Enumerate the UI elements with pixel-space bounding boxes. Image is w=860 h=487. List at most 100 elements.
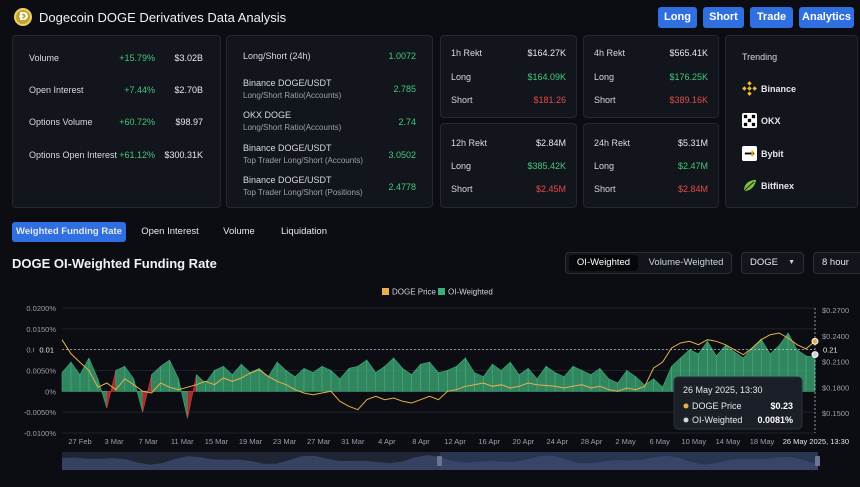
chevron-down-icon: ▼ xyxy=(788,259,795,266)
funding-rate-chart[interactable]: DOGE Price OI-Weighted 0.0200% 0.0150% 0.01 0… xyxy=(0,280,860,487)
rekt-card-1h: 1h Rekt $164.27K Long $164.09K Short $18… xyxy=(440,35,577,118)
market-value: $3.02B xyxy=(174,53,203,63)
funding-rate-area xyxy=(330,369,341,392)
navigator-right-handle xyxy=(815,456,820,466)
market-value: $98.97 xyxy=(175,117,203,127)
funding-rate-area xyxy=(644,378,654,392)
funding-rate-area xyxy=(88,357,99,392)
tooltip-label: DOGE Price xyxy=(692,401,742,411)
y-left-tick-label: 0% xyxy=(45,387,56,396)
tooltip-label: OI-Weighted xyxy=(692,415,742,425)
trending-card: Trending Binance OKX xyxy=(725,35,858,208)
funding-rate-area xyxy=(500,361,511,392)
x-tick-label: 2 May xyxy=(615,437,636,446)
rekt-title: 24h Rekt xyxy=(594,138,631,148)
ratio-value: 2.4778 xyxy=(388,182,416,192)
tab-liquidation[interactable]: Liquidation xyxy=(281,226,327,237)
rekt-short-value: $2.45M xyxy=(535,184,566,194)
market-change: +7.44% xyxy=(124,85,155,95)
crosshair-x-label: 26 May 2025, 13:30 xyxy=(783,437,849,446)
y-right-tick-label: $0.1800 xyxy=(822,383,849,392)
segment-oi-weighted[interactable]: OI-Weighted xyxy=(569,255,638,271)
rekt-short-label: Short xyxy=(594,184,616,194)
dogecoin-logo-icon: Ð xyxy=(14,8,32,26)
long-short-card: Long/Short (24h) 1.0072 Binance DOGE/USD… xyxy=(226,35,433,208)
crosshair-right-badge xyxy=(819,343,849,355)
x-tick-label: 24 Apr xyxy=(547,437,569,446)
rekt-long-label: Long xyxy=(594,72,615,82)
rekt-title: 12h Rekt xyxy=(451,138,488,148)
price-marker xyxy=(811,337,819,345)
x-tick-label: 7 Mar xyxy=(139,437,159,446)
rekt-long-value: $385.42K xyxy=(527,161,566,171)
rekt-long-label: Long xyxy=(594,161,615,171)
x-tick-label: 12 Apr xyxy=(444,437,466,446)
legend-swatch-price xyxy=(382,288,389,295)
oi-marker xyxy=(811,351,819,359)
x-tick-label: 3 Mar xyxy=(105,437,125,446)
market-change: +15.79% xyxy=(119,53,155,63)
symbol-select[interactable]: DOGE ▼ xyxy=(741,252,804,274)
rekt-long-value: $2.47M xyxy=(677,161,708,171)
tab-volume[interactable]: Volume xyxy=(223,226,255,237)
funding-rate-area xyxy=(474,372,484,392)
market-label: Options Open Interest xyxy=(29,150,118,160)
tab-weighted-funding-rate[interactable]: Weighted Funding Rate xyxy=(12,222,126,242)
crosshair-x-badge xyxy=(781,436,853,447)
x-tick-label: 15 Mar xyxy=(205,437,229,446)
x-tick-label: 18 May xyxy=(750,437,775,446)
okx-icon xyxy=(742,113,757,128)
ratio-subtitle: Top Trader Long/Short (Positions) xyxy=(243,188,363,197)
nav-analytics-button[interactable]: Analytics xyxy=(799,7,854,28)
x-tick-label: 14 May xyxy=(716,437,741,446)
legend-label: DOGE Price xyxy=(392,288,437,297)
funding-rate-area xyxy=(384,357,394,392)
rekt-title: 4h Rekt xyxy=(594,48,626,58)
funding-rate-area xyxy=(402,367,412,392)
market-label: Open Interest xyxy=(29,85,84,95)
rekt-card-4h: 4h Rekt $565.41K Long $176.25K Short $38… xyxy=(583,35,719,118)
bybit-icon xyxy=(742,146,757,161)
rekt-long-value: $176.25K xyxy=(669,72,708,82)
nav-trade-button[interactable]: Trade xyxy=(750,7,793,28)
tooltip-dot xyxy=(683,417,689,423)
rekt-short-label: Short xyxy=(594,95,616,105)
funding-rate-area xyxy=(133,378,143,413)
x-tick-label: 27 Feb xyxy=(68,437,91,446)
x-tick-label: 27 Mar xyxy=(307,437,331,446)
funding-rate-area xyxy=(572,365,583,392)
x-tick-label: 31 Mar xyxy=(341,437,365,446)
interval-select[interactable]: 8 hour xyxy=(813,252,860,274)
y-left-tick-label: 0.0050% xyxy=(26,367,56,376)
crosshair-left-label: 0.01 xyxy=(39,346,54,355)
rekt-total: $2.84M xyxy=(535,138,566,148)
rekt-long-value: $164.09K xyxy=(527,72,566,82)
weighting-toggle: OI-Weighted Volume-Weighted xyxy=(565,252,732,274)
ratio-title: OKX DOGE xyxy=(243,110,292,120)
nav-short-button[interactable]: Short xyxy=(703,7,744,28)
price-line xyxy=(61,332,816,411)
market-label: Options Volume xyxy=(29,117,93,127)
nav-long-button[interactable]: Long xyxy=(658,7,697,28)
bitfinex-icon xyxy=(743,179,757,192)
funding-rate-area xyxy=(258,367,269,392)
rekt-short-value: $389.16K xyxy=(669,95,708,105)
x-tick-label: 19 Mar xyxy=(239,437,263,446)
long-short-value: 1.0072 xyxy=(388,51,416,61)
tab-open-interest[interactable]: Open Interest xyxy=(141,226,199,237)
ratio-value: 2.74 xyxy=(398,117,416,127)
x-tick-label: 8 Apr xyxy=(412,437,430,446)
legend-swatch-oi xyxy=(438,288,445,295)
ratio-subtitle: Top Trader Long/Short (Accounts) xyxy=(243,156,364,165)
funding-rate-area xyxy=(420,361,430,392)
trending-label: OKX xyxy=(761,116,781,126)
crosshair-left-badge xyxy=(34,343,60,355)
funding-rate-area xyxy=(527,367,538,392)
y-right-tick-label: $0.2700 xyxy=(822,306,849,315)
funding-rate-area xyxy=(232,363,242,392)
rekt-card-24h: 24h Rekt $5.31M Long $2.47M Short $2.84M xyxy=(583,123,719,208)
tooltip-dot xyxy=(683,403,689,409)
trending-title: Trending xyxy=(742,52,778,62)
x-tick-label: 23 Mar xyxy=(273,437,297,446)
segment-volume-weighted[interactable]: Volume-Weighted xyxy=(648,257,724,268)
